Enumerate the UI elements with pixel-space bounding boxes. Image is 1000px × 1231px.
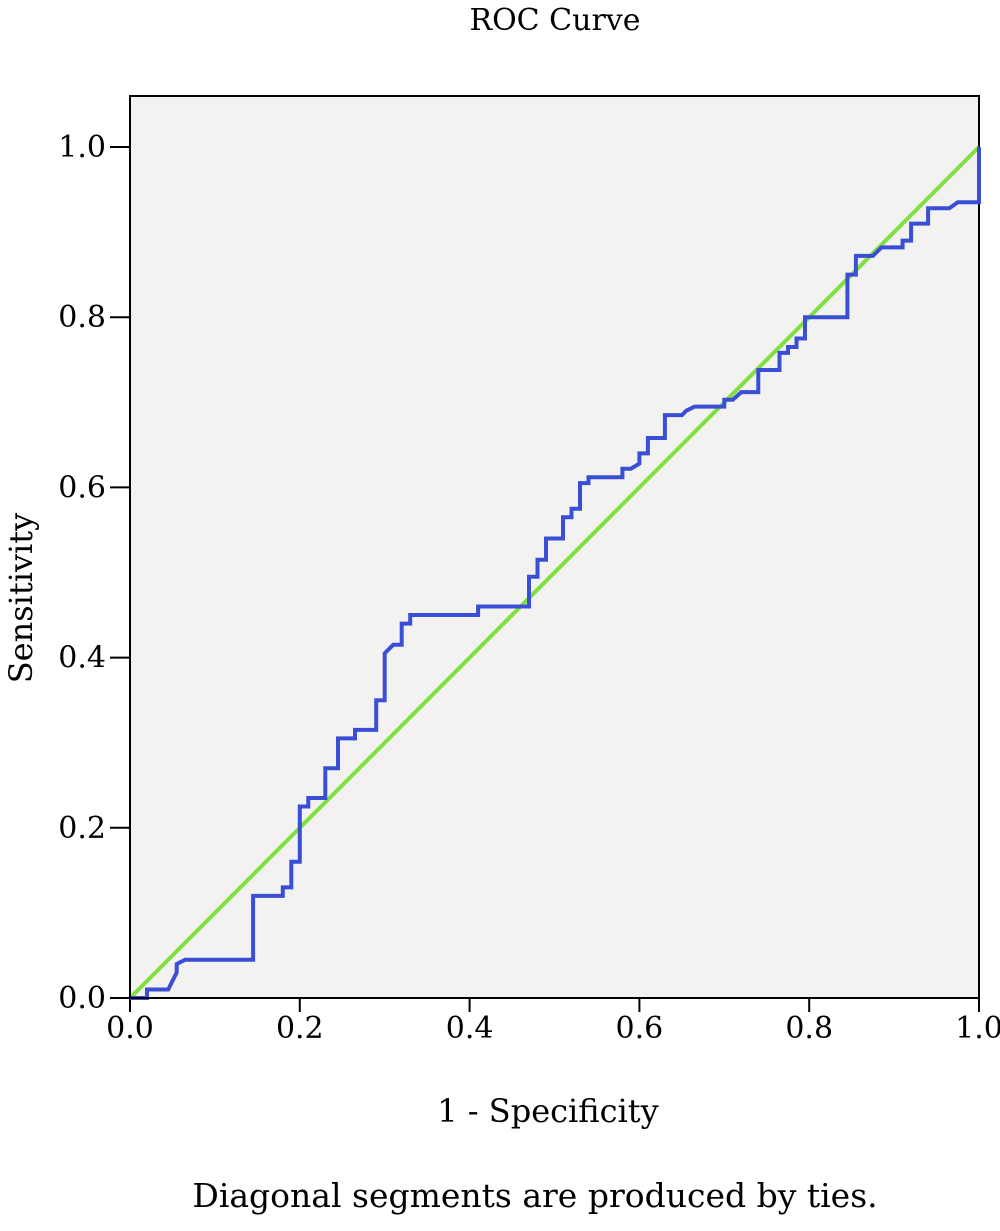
x-tick-label: 0.0 [106, 1011, 154, 1046]
chart-footnote: Diagonal segments are produced by ties. [192, 1176, 877, 1215]
x-tick-label: 1.0 [955, 1011, 1000, 1046]
chart-title: ROC Curve [470, 3, 641, 38]
roc-curve-line [130, 147, 981, 1000]
y-tick-label: 0.2 [58, 811, 106, 846]
y-axis-ticks: 0.0 0.2 0.4 0.6 0.8 1.0 [58, 130, 130, 1016]
reference-diagonal-line [128, 145, 981, 1000]
y-tick-label: 0.0 [58, 981, 106, 1016]
x-axis-title: 1 - Specificity [437, 1092, 658, 1130]
x-tick-label: 0.4 [446, 1011, 494, 1046]
x-tick-label: 0.6 [616, 1011, 664, 1046]
y-tick-label: 0.6 [58, 470, 106, 505]
y-tick-label: 0.4 [58, 641, 106, 676]
plot-area [129, 95, 980, 999]
y-tick-label: 0.8 [58, 300, 106, 335]
x-axis-ticks: 0.0 0.2 0.4 0.6 0.8 1.0 [106, 998, 1000, 1046]
y-tick-label: 1.0 [58, 130, 106, 165]
x-tick-label: 0.8 [785, 1011, 833, 1046]
y-axis-title: Sensitivity [2, 513, 40, 683]
x-tick-label: 0.2 [276, 1011, 324, 1046]
